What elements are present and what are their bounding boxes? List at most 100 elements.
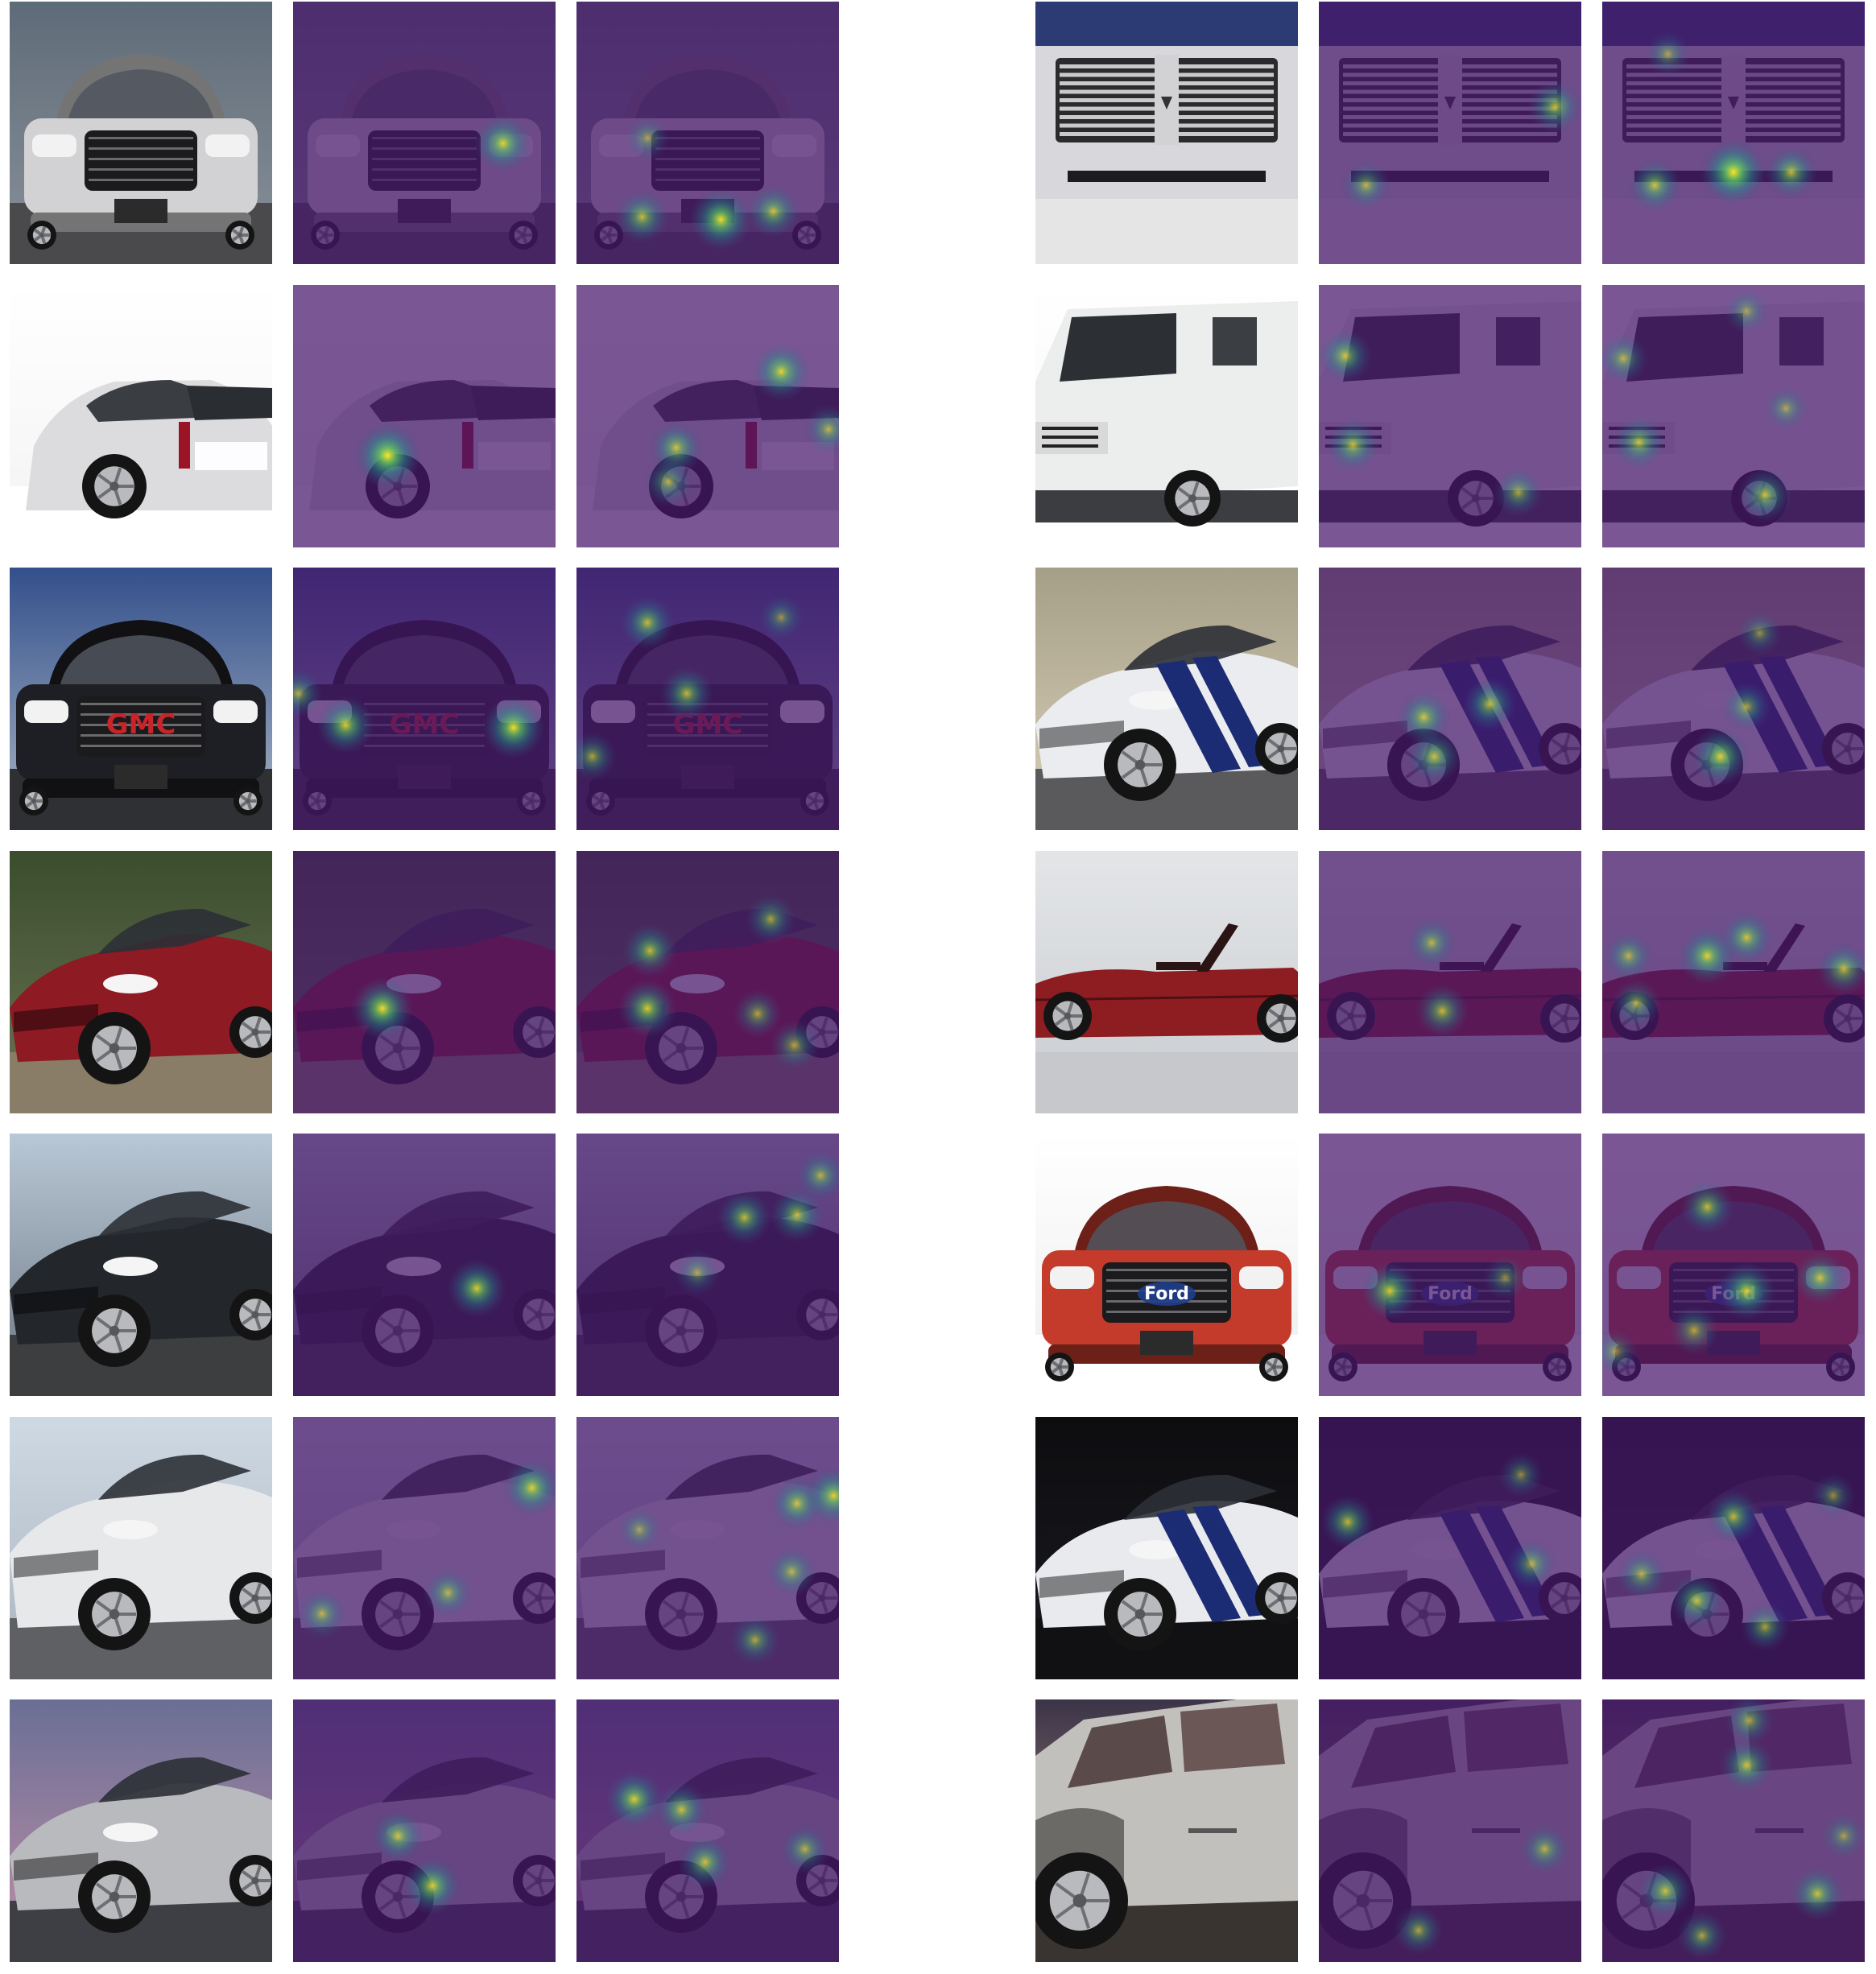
attention-hotspot [678, 1835, 733, 1889]
attention-hotspot [616, 1506, 663, 1553]
attention-hotspot [1810, 1472, 1857, 1519]
attention-hotspot [1519, 1823, 1570, 1874]
vehicle-photo: Ford [1035, 1134, 1298, 1396]
attention-hotspot [1602, 333, 1649, 384]
vehicle-shape [1035, 301, 1298, 527]
vehicle-shape [1035, 625, 1298, 801]
attention-hotspot [1527, 79, 1581, 134]
attention-hotspot [674, 1249, 721, 1296]
attention-heatmap-overlay [576, 1134, 839, 1396]
attention-hotspot [482, 696, 545, 759]
left-row-4-attention-map-b [576, 851, 839, 1113]
attention-hotspot [1325, 418, 1380, 473]
attention-hotspot [1603, 931, 1654, 981]
attention-hotspot [1691, 727, 1750, 786]
vehicle-shape [10, 1757, 272, 1933]
left-row-7-attention-map-a [293, 1699, 556, 1962]
vehicle-photo [10, 2, 272, 264]
colormap-overlay [1319, 1134, 1581, 1396]
vehicle-shape [1035, 1474, 1298, 1650]
attention-heatmap-overlay [1602, 285, 1865, 547]
right-row-4-attention-map-b [1602, 851, 1865, 1113]
attention-hotspot [1360, 1262, 1419, 1320]
attention-hotspot [1627, 158, 1682, 213]
colormap-overlay [1319, 568, 1581, 830]
vehicle-photo [10, 1134, 272, 1396]
vehicle-shape [24, 54, 258, 250]
vehicle-photo [10, 1699, 272, 1962]
attention-hotspot [732, 989, 783, 1039]
vehicle-photo: GMC [10, 568, 272, 830]
colormap-overlay [576, 285, 839, 547]
colormap-overlay [293, 851, 556, 1113]
left-row-5-attention-map-b [576, 1134, 839, 1396]
vehicle-shape [10, 1191, 272, 1367]
attention-hotspot [351, 977, 414, 1040]
attention-heatmap-overlay [576, 1699, 839, 1962]
attention-hotspot [1506, 1538, 1557, 1589]
svg-text:Ford: Ford [1144, 1284, 1189, 1304]
attention-heatmap-overlay [576, 1417, 839, 1679]
attention-hotspot [1341, 160, 1391, 211]
ground [1035, 1052, 1298, 1113]
vehicle-shape [10, 1454, 272, 1650]
attention-heatmap-overlay [1602, 851, 1865, 1113]
attention-hotspot [654, 1782, 709, 1837]
attention-hotspot [804, 1466, 839, 1525]
left-row-3-attention-map-b: GMC [576, 568, 839, 830]
attention-heatmap-overlay [293, 851, 556, 1113]
attention-hotspot [1717, 1262, 1776, 1320]
attention-hotspot [473, 114, 532, 173]
attention-heatmap-overlay [293, 2, 556, 264]
attention-hotspot [403, 1856, 461, 1915]
left-row-3-attention-map-a: GMC [293, 568, 556, 830]
attention-heatmap-overlay [1319, 2, 1581, 264]
attention-heatmap-overlay [1602, 568, 1865, 830]
right-row-4-attention-map-a [1319, 851, 1581, 1113]
attention-hotspot [795, 1150, 839, 1201]
attention-hotspot [624, 115, 671, 161]
attention-heatmap-overlay: GMC [293, 568, 556, 830]
attention-heatmap-overlay [1602, 1699, 1865, 1962]
right-row-1-original [1035, 2, 1298, 264]
attention-hotspot [1462, 676, 1517, 732]
vehicle-photo [1035, 1417, 1298, 1679]
attention-hotspot [1669, 1573, 1724, 1628]
left-row-1-attention-map-a [293, 2, 556, 264]
attention-heatmap-overlay [576, 2, 839, 264]
attention-hotspot [316, 696, 375, 754]
vehicle-photo [10, 1417, 272, 1679]
attention-hotspot [1820, 1813, 1865, 1859]
attention-hotspot [1790, 1866, 1845, 1921]
attention-hotspot [1737, 610, 1783, 656]
vehicle-photo [1035, 2, 1298, 264]
attention-hotspot [1320, 1494, 1375, 1549]
svg-text:GMC: GMC [106, 708, 176, 741]
attention-hotspot [1616, 1549, 1667, 1600]
vehicle-photo [10, 285, 272, 547]
vehicle-shape: Ford [1042, 1186, 1291, 1381]
attention-hotspot [293, 668, 324, 719]
attention-hotspot [576, 731, 618, 782]
left-row-6-original [10, 1417, 272, 1679]
attention-hotspot [1719, 1737, 1774, 1793]
right-row-5-attention-map-b: Ford [1602, 1134, 1865, 1396]
attention-heatmap-overlay [293, 1134, 556, 1396]
attention-heatmap-overlay [1319, 285, 1581, 547]
attention-hotspot [1393, 1905, 1444, 1955]
attention-hotspot [770, 1187, 824, 1242]
right-row-6-attention-map-a [1319, 1417, 1581, 1679]
attention-hotspot [1676, 1910, 1727, 1961]
attention-heatmap-overlay [293, 285, 556, 547]
attention-hotspot [779, 1823, 830, 1874]
attention-hotspot [618, 979, 677, 1038]
colormap-overlay [576, 851, 839, 1113]
left-row-2-attention-map-b [576, 285, 839, 547]
right-row-3-attention-map-b [1602, 568, 1865, 830]
attention-hotspot [1680, 1179, 1734, 1234]
attention-hotspot [620, 595, 675, 650]
right-row-2-attention-map-b [1602, 285, 1865, 547]
attention-hotspot [1721, 681, 1772, 732]
vehicle-shape [1035, 923, 1298, 1043]
attention-hotspot [729, 1615, 780, 1666]
